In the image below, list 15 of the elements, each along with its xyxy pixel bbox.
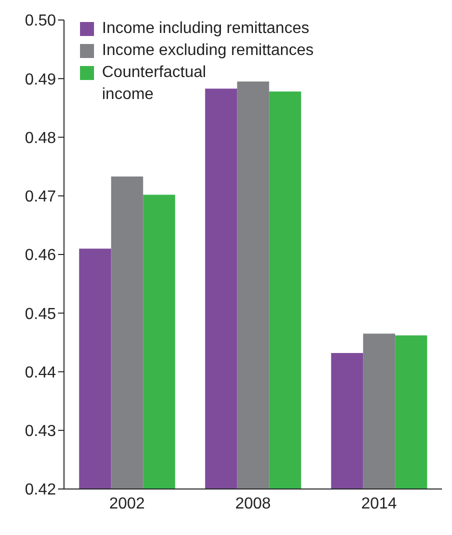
x-tick-label: 2008 xyxy=(235,495,271,512)
y-tick-label: 0.45 xyxy=(24,306,56,323)
y-tick-label: 0.42 xyxy=(24,482,56,499)
y-tick-label: 0.46 xyxy=(24,247,56,264)
x-tick-label: 2014 xyxy=(361,495,397,512)
y-tick-label: 0.49 xyxy=(24,71,56,88)
y-tick-label: 0.47 xyxy=(24,188,56,206)
y-tick-label: 0.50 xyxy=(24,12,56,30)
legend-label: Income including remittances xyxy=(102,19,310,39)
legend-label: Counterfactual income xyxy=(102,63,208,105)
y-tick-label: 0.43 xyxy=(24,423,56,440)
x-tick-label: 2002 xyxy=(109,495,145,512)
y-tick-label: 0.48 xyxy=(24,130,56,147)
y-tick-label: 0.44 xyxy=(24,364,56,382)
legend-label: Income excluding remittances xyxy=(102,41,314,61)
